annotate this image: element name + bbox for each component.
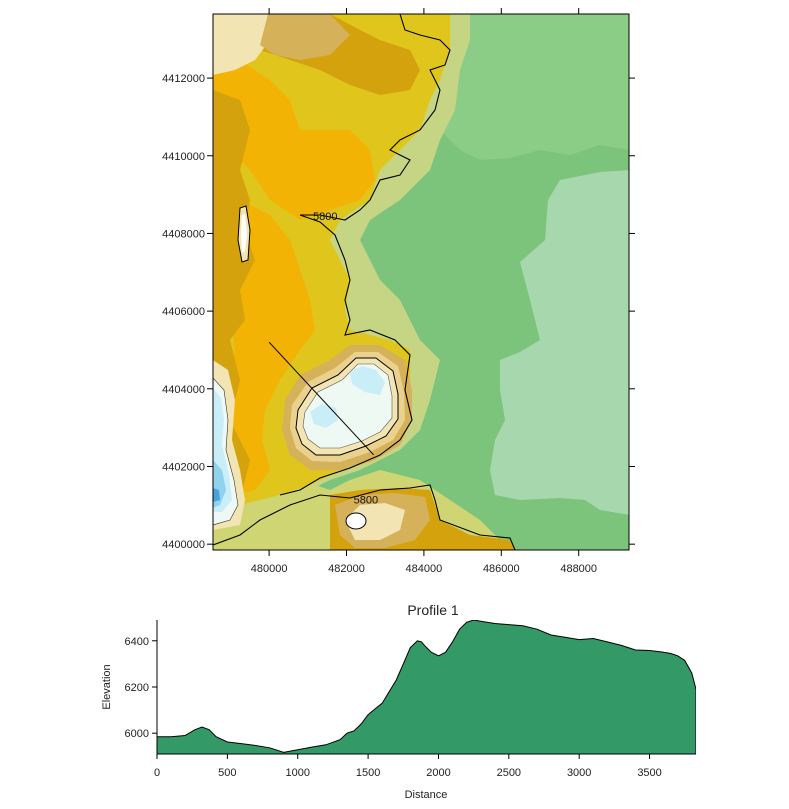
profile-y-axis-title: Elevation (101, 664, 113, 709)
map-region-khaki-north (260, 14, 350, 60)
map-y-tick-label: 4412000 (162, 73, 205, 85)
map-region-northeast (440, 14, 629, 160)
profile-x-tick-label: 1500 (356, 767, 380, 779)
profile-x-tick-label: 2000 (426, 767, 450, 779)
map-region-summit-cyan-2 (310, 404, 338, 428)
map-x-tick-label: 482000 (328, 563, 365, 575)
profile-x-tick-label: 3000 (567, 767, 591, 779)
contour-line-5800-south (213, 484, 516, 550)
contour-label-north: 5800 (313, 211, 337, 223)
map-region-south-knob-top (345, 512, 367, 530)
map-y-tick-label: 4400000 (162, 539, 205, 551)
profile-y-tick-label: 6400 (125, 636, 149, 648)
map-y-axis: 4400000 4402000 4404000 4406000 4408000 44100… (162, 73, 635, 551)
profile-area (157, 620, 696, 754)
map-region-orange-north (213, 60, 375, 220)
map-x-tick-label: 484000 (406, 563, 443, 575)
map-y-tick-label: 4410000 (162, 151, 205, 163)
map-region-tan-northwest (213, 14, 270, 75)
map-region-south-knob-inner (345, 503, 405, 540)
profile-x-axis: 0 500 1000 1500 2000 2500 3000 3500 (154, 754, 662, 779)
profile-y-tick-label: 6000 (125, 728, 149, 740)
profile-title: Profile 1 (407, 602, 459, 618)
contour-map: 5800 5800 480000 482000 484000 486000 488000… (162, 8, 635, 575)
map-region-summit-cyan (350, 366, 385, 395)
contour-label-south: 5800 (354, 495, 378, 507)
map-x-axis: 480000 482000 484000 486000 488000 (251, 8, 597, 575)
map-regions (213, 14, 629, 550)
map-frame (212, 13, 630, 551)
profile-x-tick-label: 500 (218, 767, 236, 779)
map-region-sw-deepblue (213, 488, 220, 502)
contour-line-5800-north (300, 14, 451, 221)
contour-line-5800-east (279, 214, 413, 496)
map-y-tick-label: 4404000 (162, 384, 205, 396)
map-region-west-ridge-top (241, 214, 247, 252)
map-region-east-light (490, 170, 629, 515)
profile-chart: Profile 1 0 500 1000 1500 2000 2500 3000 3500 6… (101, 602, 696, 801)
map-y-tick-label: 4406000 (162, 306, 205, 318)
map-y-tick-label: 4408000 (162, 228, 205, 240)
profile-y-axis: 6000 6200 6400 (125, 636, 157, 740)
map-x-tick-label: 486000 (483, 563, 520, 575)
profile-transect-line (268, 341, 374, 456)
profile-y-tick-label: 6200 (125, 682, 149, 694)
profile-x-tick-label: 1000 (285, 767, 309, 779)
map-y-tick-label: 4402000 (162, 461, 205, 473)
profile-x-tick-label: 0 (154, 767, 160, 779)
profile-x-tick-label: 2500 (497, 767, 521, 779)
map-x-tick-label: 488000 (560, 563, 597, 575)
profile-x-axis-title: Distance (405, 789, 448, 801)
map-x-tick-label: 480000 (251, 563, 288, 575)
profile-x-tick-label: 3500 (637, 767, 661, 779)
